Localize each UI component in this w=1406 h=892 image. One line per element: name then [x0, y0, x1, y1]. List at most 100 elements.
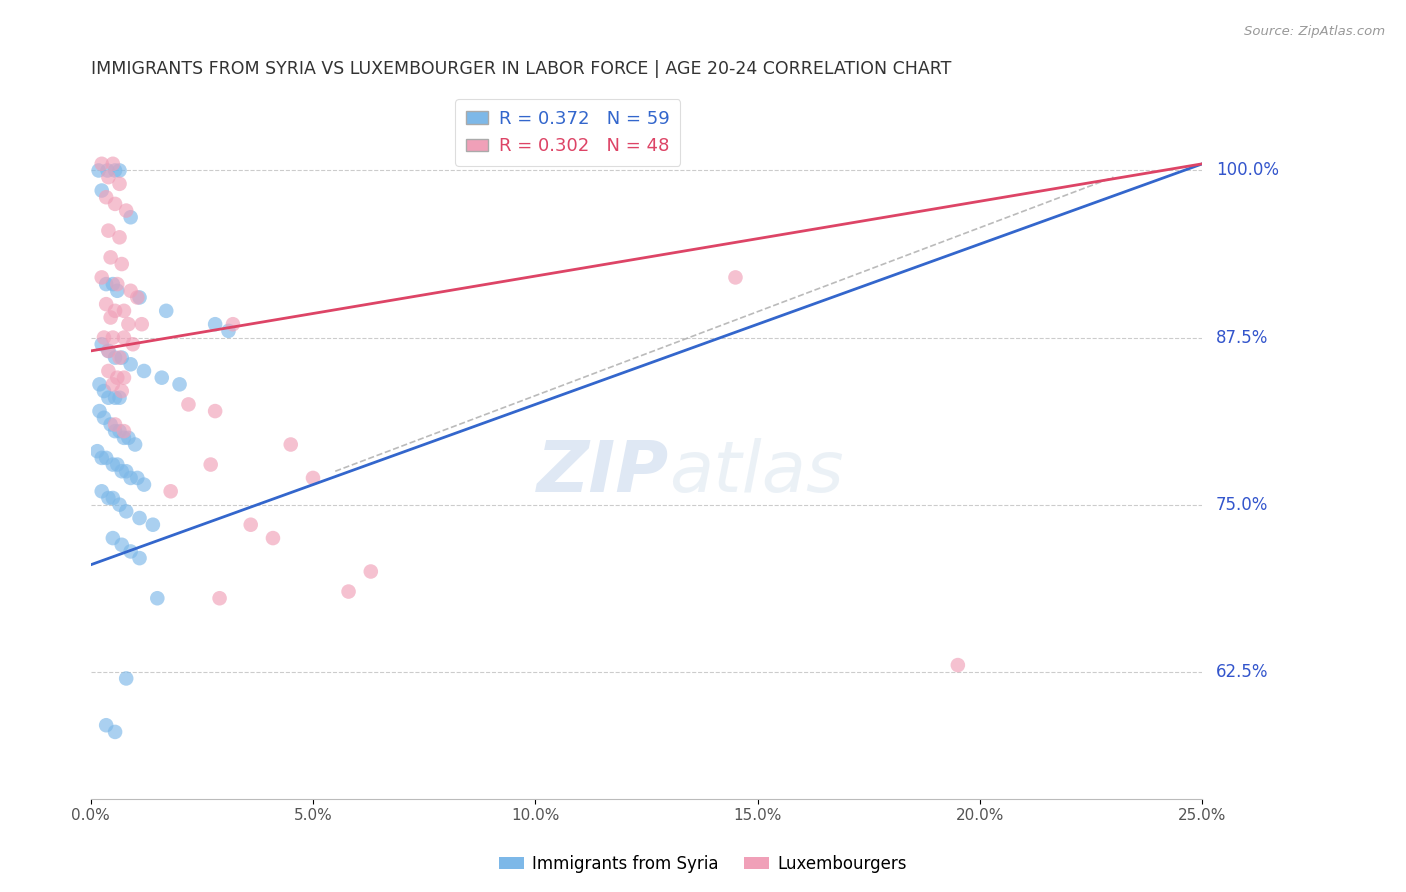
Point — [97, 224, 120, 238]
Point — [218, 324, 240, 338]
Point — [101, 377, 124, 392]
Point — [262, 531, 284, 545]
Text: 100.0%: 100.0% — [1216, 161, 1279, 179]
Point — [100, 417, 122, 432]
Point — [93, 330, 115, 344]
Point — [112, 303, 135, 318]
Point — [128, 290, 150, 304]
Point — [155, 303, 177, 318]
Point — [112, 370, 135, 384]
Point — [128, 551, 150, 566]
Point — [177, 397, 200, 411]
Point — [96, 163, 118, 178]
Text: 87.5%: 87.5% — [1216, 328, 1268, 347]
Point — [104, 351, 127, 365]
Point — [142, 517, 165, 532]
Point — [87, 163, 110, 178]
Point — [724, 270, 747, 285]
Point — [204, 317, 226, 331]
Point — [105, 458, 128, 472]
Point — [112, 424, 135, 438]
Point — [111, 464, 134, 478]
Point — [104, 163, 127, 178]
Point — [90, 157, 112, 171]
Text: Source: ZipAtlas.com: Source: ZipAtlas.com — [1244, 25, 1385, 38]
Point — [200, 458, 222, 472]
Point — [97, 491, 120, 505]
Point — [112, 431, 135, 445]
Point — [132, 364, 155, 378]
Point — [105, 370, 128, 384]
Point — [128, 511, 150, 525]
Point — [360, 565, 382, 579]
Point — [159, 484, 181, 499]
Point — [105, 284, 128, 298]
Point — [169, 377, 191, 392]
Point — [115, 203, 138, 218]
Point — [127, 471, 149, 485]
Point — [150, 370, 173, 384]
Point — [90, 270, 112, 285]
Point — [115, 504, 138, 518]
Point — [90, 484, 112, 499]
Point — [117, 431, 139, 445]
Point — [93, 384, 115, 398]
Point — [96, 718, 118, 732]
Point — [111, 538, 134, 552]
Point — [101, 277, 124, 291]
Point — [115, 464, 138, 478]
Point — [86, 444, 108, 458]
Point — [96, 277, 118, 291]
Point — [90, 450, 112, 465]
Legend: Immigrants from Syria, Luxembourgers: Immigrants from Syria, Luxembourgers — [492, 848, 914, 880]
Point — [89, 404, 111, 418]
Point — [97, 343, 120, 358]
Point — [120, 544, 142, 558]
Point — [97, 391, 120, 405]
Point — [97, 343, 120, 358]
Point — [104, 424, 127, 438]
Point — [108, 163, 131, 178]
Point — [104, 303, 127, 318]
Point — [105, 277, 128, 291]
Point — [120, 471, 142, 485]
Point — [146, 591, 169, 606]
Point — [127, 290, 149, 304]
Point — [104, 725, 127, 739]
Point — [100, 310, 122, 325]
Point — [93, 410, 115, 425]
Point — [104, 197, 127, 211]
Text: atlas: atlas — [669, 438, 844, 508]
Point — [120, 211, 142, 225]
Point — [208, 591, 231, 606]
Point — [239, 517, 262, 532]
Point — [112, 330, 135, 344]
Legend: R = 0.372   N = 59, R = 0.302   N = 48: R = 0.372 N = 59, R = 0.302 N = 48 — [456, 99, 681, 166]
Point — [96, 190, 118, 204]
Point — [132, 477, 155, 491]
Point — [111, 351, 134, 365]
Point — [101, 458, 124, 472]
Point — [115, 672, 138, 686]
Point — [946, 658, 969, 673]
Point — [120, 284, 142, 298]
Point — [111, 257, 134, 271]
Text: ZIP: ZIP — [537, 438, 669, 508]
Point — [117, 317, 139, 331]
Point — [104, 391, 127, 405]
Point — [280, 437, 302, 451]
Point — [96, 450, 118, 465]
Point — [222, 317, 245, 331]
Point — [302, 471, 325, 485]
Point — [108, 498, 131, 512]
Point — [111, 384, 134, 398]
Text: IMMIGRANTS FROM SYRIA VS LUXEMBOURGER IN LABOR FORCE | AGE 20-24 CORRELATION CHA: IMMIGRANTS FROM SYRIA VS LUXEMBOURGER IN… — [90, 60, 950, 78]
Point — [108, 351, 131, 365]
Point — [108, 230, 131, 244]
Point — [101, 491, 124, 505]
Point — [121, 337, 143, 351]
Point — [90, 337, 112, 351]
Point — [108, 424, 131, 438]
Point — [108, 391, 131, 405]
Point — [337, 584, 360, 599]
